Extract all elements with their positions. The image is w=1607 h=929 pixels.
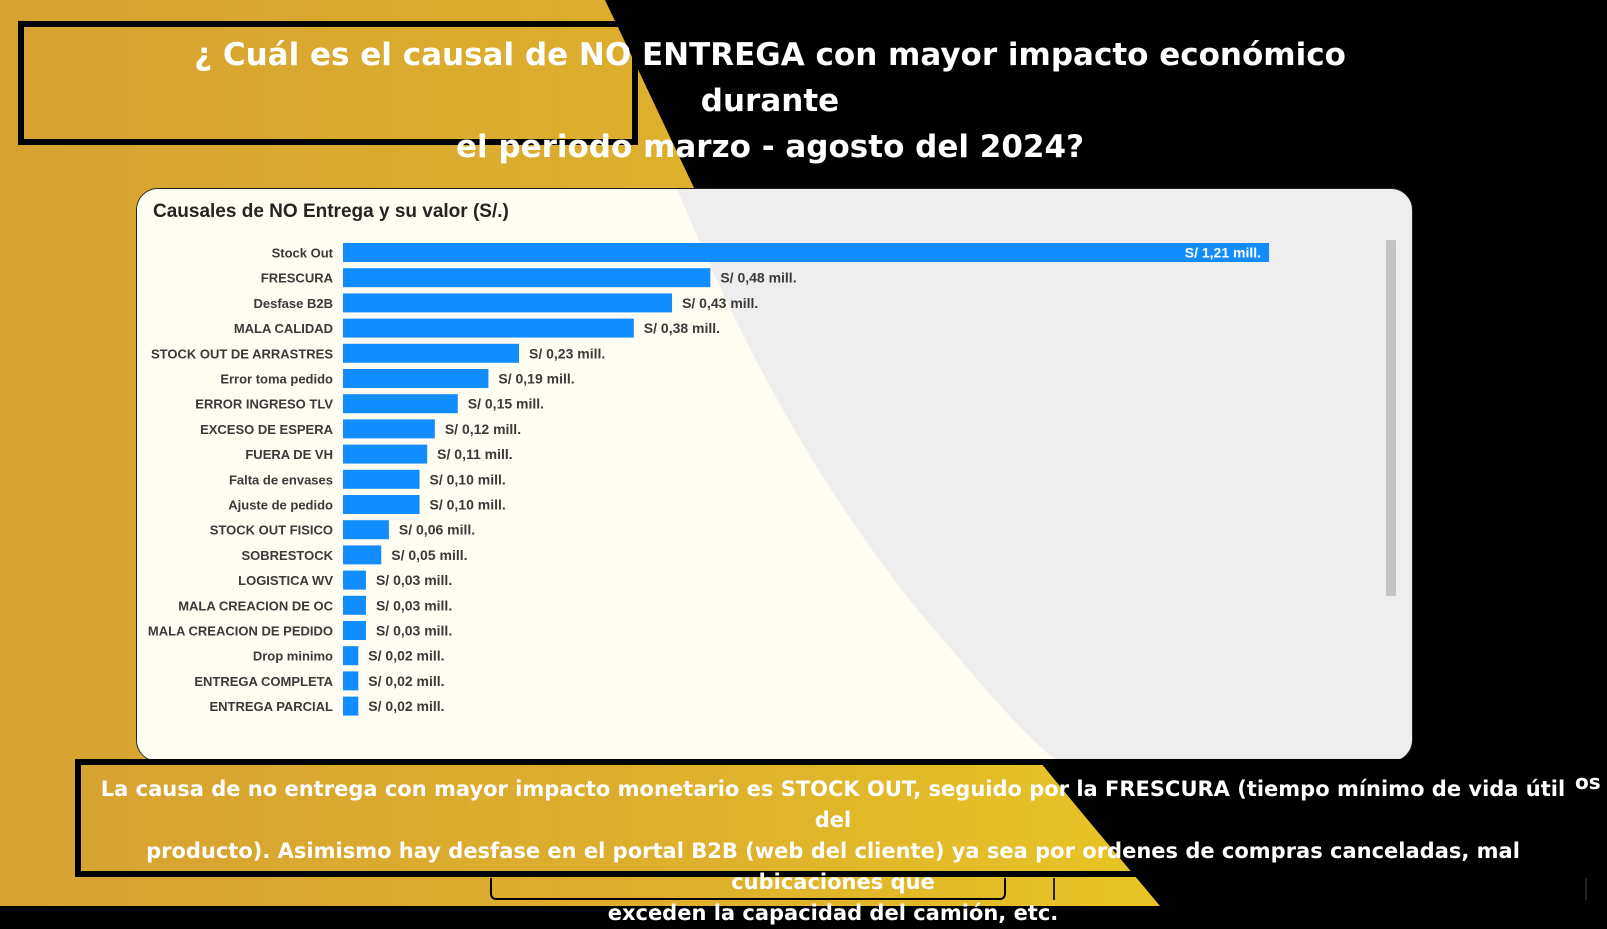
data-label: S/ 0,15 mill.	[468, 396, 544, 412]
category-label: SOBRESTOCK	[242, 548, 334, 563]
category-label: Drop minimo	[253, 649, 333, 664]
conclusion-line-2: producto). Asimismo hay desfase en el po…	[146, 839, 1520, 894]
conclusion-frame	[75, 759, 1595, 877]
data-label: S/ 0,19 mill.	[498, 371, 574, 387]
bar[interactable]	[343, 268, 711, 288]
category-label: STOCK OUT FISICO	[210, 523, 333, 538]
bar[interactable]	[343, 520, 389, 540]
bar[interactable]	[343, 469, 420, 489]
data-label: S/ 0,10 mill.	[430, 471, 506, 487]
bar[interactable]	[343, 646, 359, 666]
category-label: EXCESO DE ESPERA	[200, 422, 334, 437]
bar[interactable]	[343, 343, 520, 363]
category-label: MALA CREACION DE PEDIDO	[148, 624, 333, 639]
bar[interactable]	[343, 293, 673, 313]
bar[interactable]	[343, 696, 359, 716]
category-label: ENTREGA PARCIAL	[210, 699, 334, 714]
chart-scrollbar[interactable]	[1386, 240, 1396, 596]
data-label: S/ 0,03 mill.	[376, 623, 452, 639]
bar[interactable]	[343, 570, 366, 590]
bar[interactable]	[343, 243, 1269, 262]
data-label: S/ 0,02 mill.	[368, 698, 444, 714]
bar[interactable]	[343, 671, 359, 691]
chart-panel: Stock Out S/ 1,21 mill. FRESCURA S/ 0,48 mi…	[136, 188, 1413, 762]
bar[interactable]	[343, 369, 489, 388]
bar[interactable]	[343, 318, 634, 338]
category-label: FUERA DE VH	[245, 447, 333, 462]
bar[interactable]	[343, 495, 420, 514]
category-label: MALA CALIDAD	[234, 321, 333, 336]
data-label: S/ 0,06 mill.	[399, 522, 475, 538]
bar-chart: Stock Out S/ 1,21 mill. FRESCURA S/ 0,48 mi…	[148, 243, 1269, 716]
bar[interactable]	[343, 419, 435, 439]
category-label: Falta de envases	[229, 472, 333, 487]
category-label: LOGISTICA WV	[238, 573, 333, 588]
bar[interactable]	[343, 394, 458, 414]
conclusion-line-1: La causa de no entrega con mayor impacto…	[100, 777, 1566, 832]
data-label: S/ 1,21 mill.	[1185, 245, 1261, 261]
category-label: STOCK OUT DE ARRASTRES	[151, 346, 333, 361]
conclusion-line-3: exceden la capacidad del camión, etc.	[607, 901, 1059, 925]
data-label: S/ 0,23 mill.	[529, 345, 605, 361]
category-label: ERROR INGRESO TLV	[195, 397, 333, 412]
bar[interactable]	[343, 444, 428, 464]
data-label: S/ 0,02 mill.	[368, 673, 444, 689]
title-frame	[18, 21, 638, 145]
category-label: FRESCURA	[261, 271, 334, 286]
page-title-line-2: el periodo marzo - agosto del 2024?	[455, 129, 1085, 165]
chart-title: Causales de NO Entrega y su valor (S/.)	[153, 201, 509, 222]
bar[interactable]	[343, 545, 382, 565]
page-title-line-1: ¿ Cuál es el causal de NO ENTREGA con ma…	[194, 37, 1346, 119]
chart-svg: Stock Out S/ 1,21 mill. FRESCURA S/ 0,48 mi…	[137, 189, 1269, 761]
data-label: S/ 0,38 mill.	[644, 320, 720, 336]
lower-card-edge	[490, 878, 1006, 900]
category-label: Error toma pedido	[220, 372, 333, 387]
category-label: MALA CREACION DE OC	[178, 598, 333, 613]
page-title: ¿ Cuál es el causal de NO ENTREGA con ma…	[120, 32, 1420, 170]
data-label: S/ 0,11 mill.	[437, 446, 513, 462]
category-label: Desfase B2B	[254, 296, 334, 311]
data-label: S/ 0,48 mill.	[720, 270, 796, 286]
partial-text-right: os	[1575, 770, 1601, 794]
data-label: S/ 0,43 mill.	[682, 295, 758, 311]
category-label: Ajuste de pedido	[228, 498, 333, 513]
data-label: S/ 0,12 mill.	[445, 421, 521, 437]
data-label: S/ 0,05 mill.	[391, 547, 467, 563]
data-label: S/ 0,10 mill.	[430, 497, 506, 513]
lower-table-edge	[1053, 878, 1587, 900]
bar[interactable]	[343, 621, 366, 640]
data-label: S/ 0,03 mill.	[376, 572, 452, 588]
bar[interactable]	[343, 595, 366, 615]
category-label: ENTREGA COMPLETA	[194, 674, 333, 689]
category-label: Stock Out	[272, 246, 334, 261]
data-label: S/ 0,02 mill.	[368, 648, 444, 664]
data-label: S/ 0,03 mill.	[376, 597, 452, 613]
